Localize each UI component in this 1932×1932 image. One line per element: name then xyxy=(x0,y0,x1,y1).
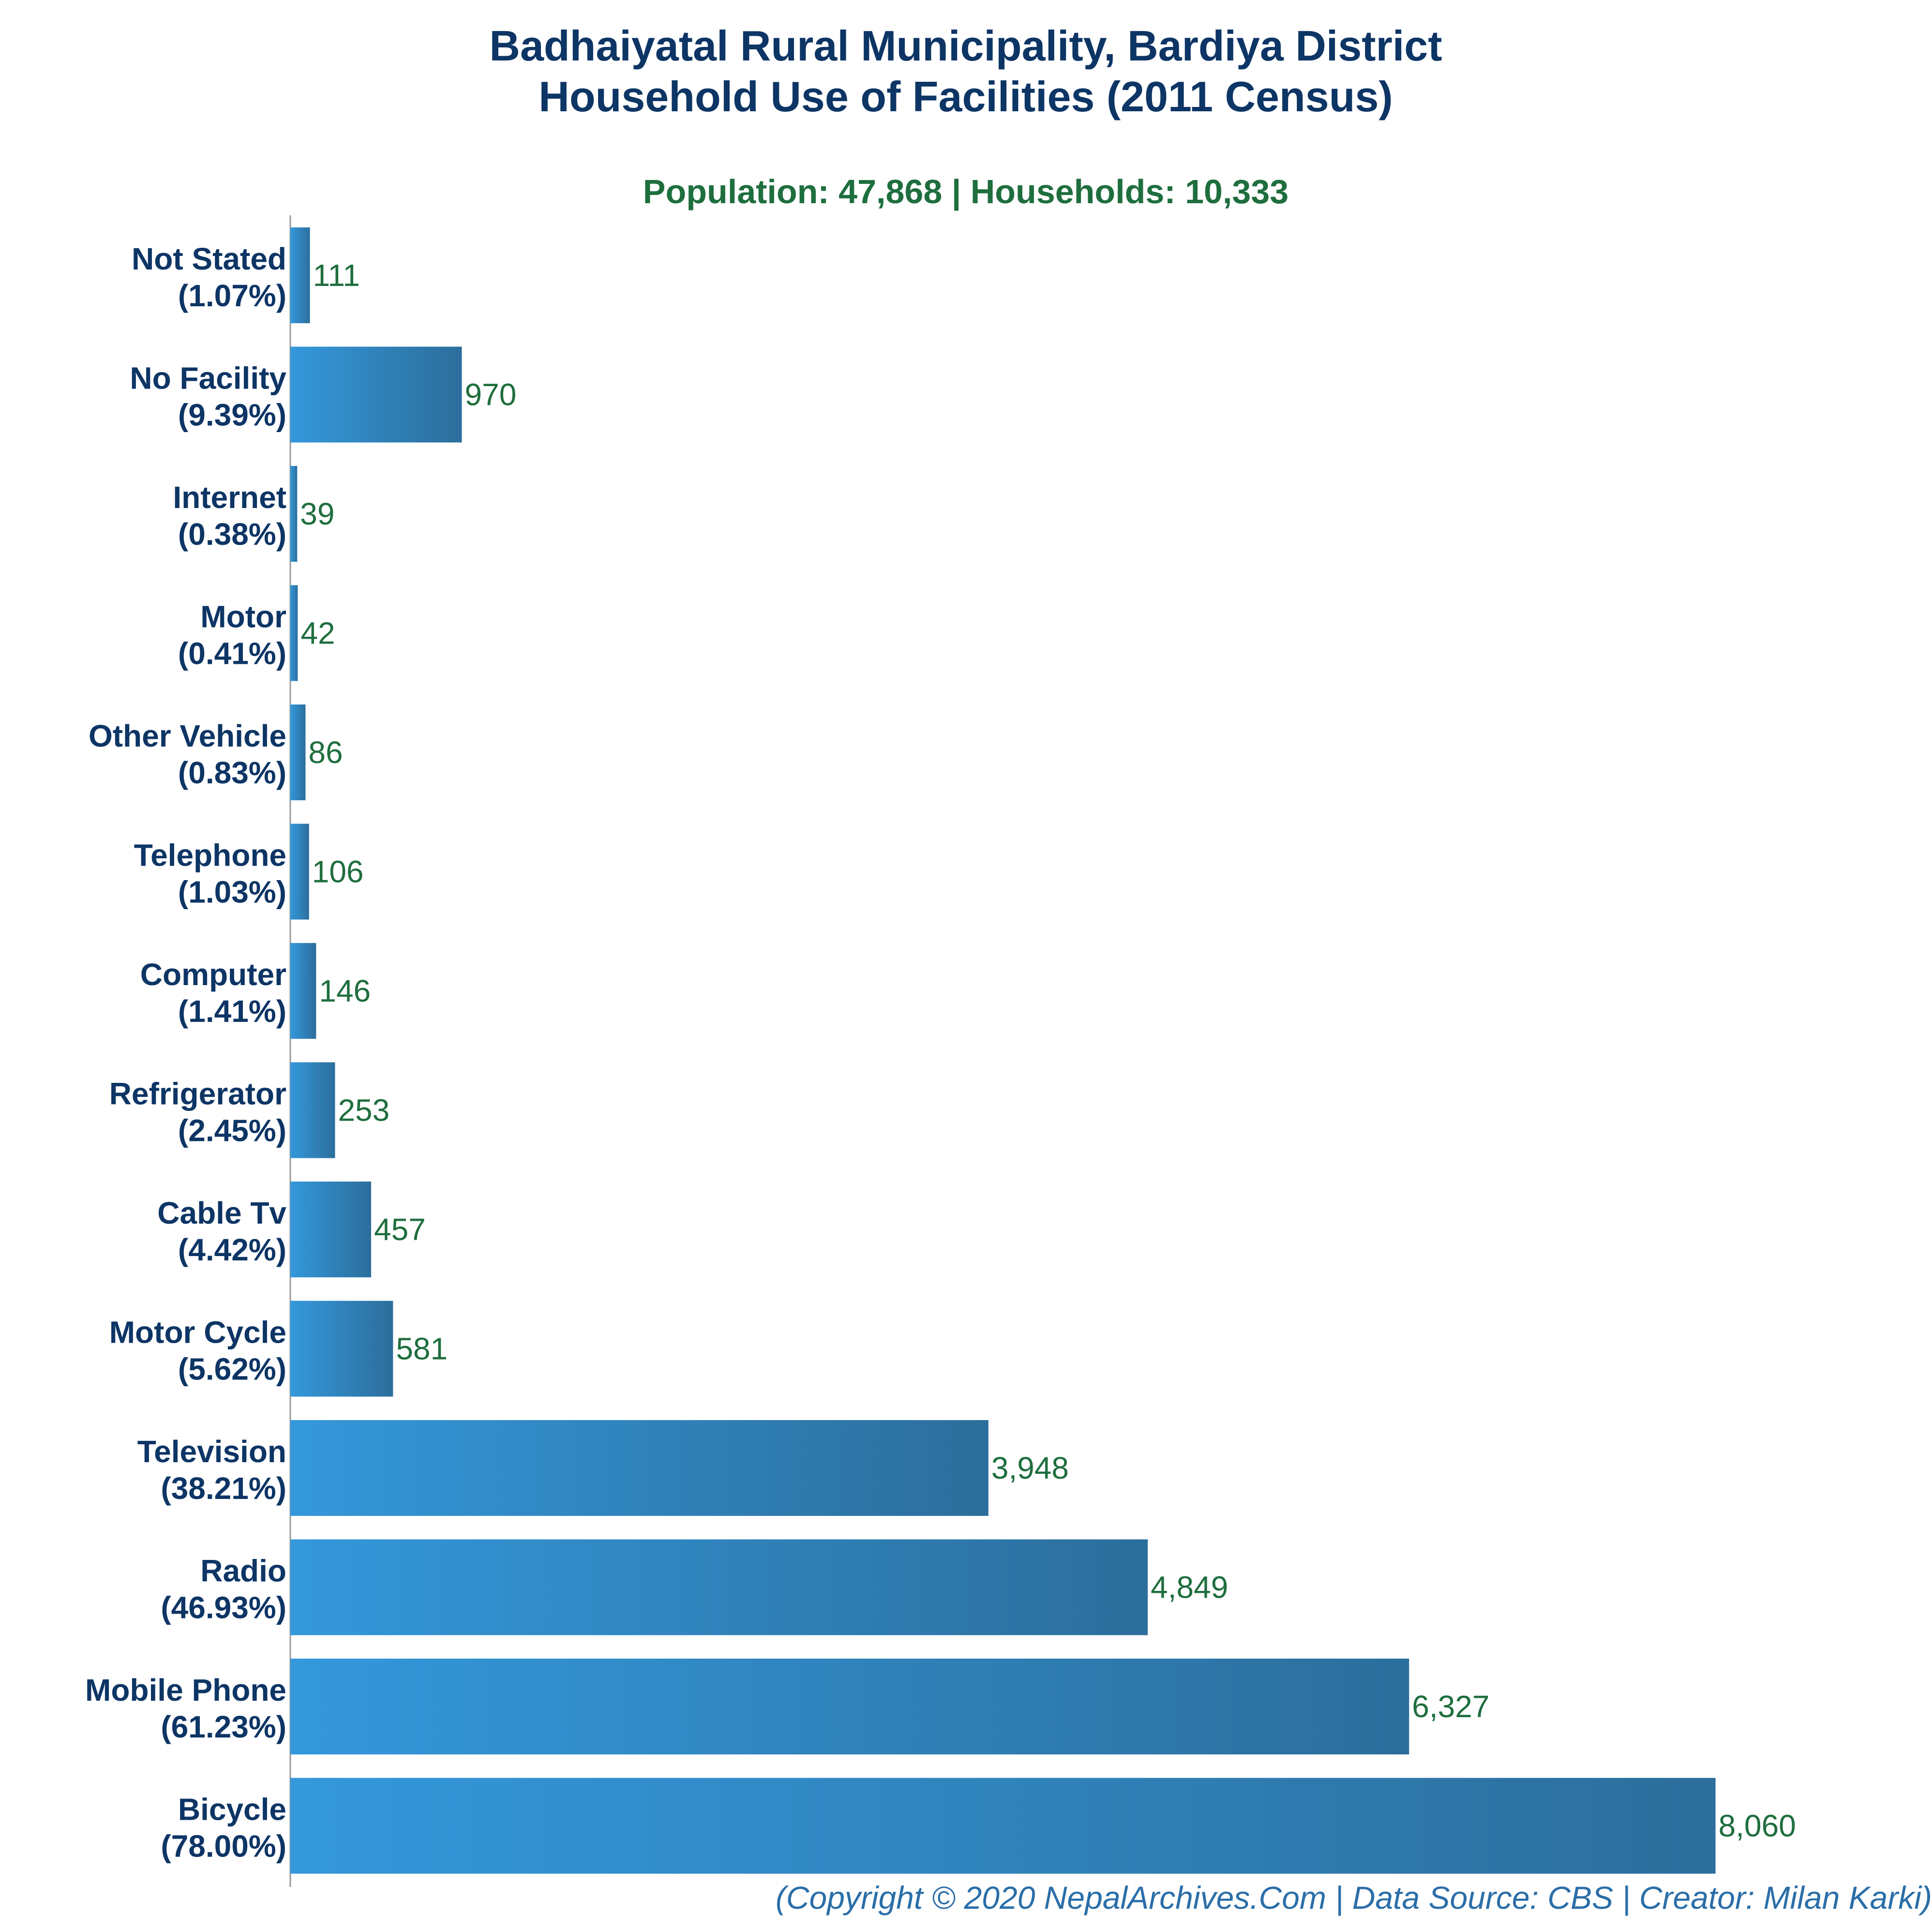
value-label: 39 xyxy=(300,496,334,531)
bar-refrigerator xyxy=(290,1062,335,1158)
value-label: 4,849 xyxy=(1151,1570,1228,1605)
value-label: 457 xyxy=(374,1212,426,1247)
category-percent-label: (78.00%) xyxy=(161,1829,286,1864)
category-label: Refrigerator xyxy=(109,1077,286,1111)
category-label: Mobile Phone xyxy=(85,1673,286,1707)
footer-credit: (Copyright © 2020 NepalArchives.Com | Da… xyxy=(776,1880,1932,1917)
category-percent-label: (2.45%) xyxy=(178,1113,286,1148)
category-label: Motor xyxy=(200,599,286,634)
category-percent-label: (4.42%) xyxy=(178,1232,286,1267)
bar-internet xyxy=(290,466,298,562)
category-label: Not Stated xyxy=(132,241,286,276)
category-label: Motor Cycle xyxy=(109,1315,286,1350)
bar-mobile-phone xyxy=(290,1659,1409,1754)
category-label: Internet xyxy=(173,480,286,515)
bar-computer xyxy=(290,943,316,1039)
bar-telephone xyxy=(290,824,309,920)
category-percent-label: (0.41%) xyxy=(178,636,286,671)
bar-television xyxy=(290,1420,988,1516)
category-percent-label: (46.93%) xyxy=(161,1590,286,1625)
value-label: 146 xyxy=(319,973,371,1008)
category-label: Telephone xyxy=(134,838,286,873)
category-label: No Facility xyxy=(130,361,286,396)
category-percent-label: (38.21%) xyxy=(161,1471,286,1506)
value-label: 253 xyxy=(338,1093,389,1128)
chart-subtitle: Population: 47,868 | Households: 10,333 xyxy=(643,173,1288,211)
chart-title-line-2: Household Use of Facilities (2011 Census… xyxy=(539,73,1393,120)
category-percent-label: (1.07%) xyxy=(178,278,286,313)
value-label: 111 xyxy=(313,258,360,293)
value-label: 6,327 xyxy=(1412,1689,1489,1724)
category-label: Computer xyxy=(140,957,286,992)
bar-cable-tv xyxy=(290,1182,372,1277)
category-percent-label: (1.41%) xyxy=(178,994,286,1029)
bar-radio xyxy=(290,1539,1148,1635)
category-percent-label: (1.03%) xyxy=(178,875,286,910)
value-label: 106 xyxy=(312,854,364,889)
value-label: 8,060 xyxy=(1719,1809,1796,1843)
value-label: 42 xyxy=(300,616,335,651)
bar-motor xyxy=(290,585,298,681)
value-label: 3,948 xyxy=(991,1451,1069,1485)
bar-not-stated xyxy=(290,227,310,323)
bars-group: 111 Not Stated(1.07%) 970 No Facility(9.39%… xyxy=(85,227,1796,1874)
value-label: 581 xyxy=(396,1332,448,1366)
category-percent-label: (0.83%) xyxy=(178,755,286,790)
bar-motor-cycle xyxy=(290,1301,393,1397)
bar-bicycle xyxy=(290,1778,1716,1874)
category-label: Other Vehicle xyxy=(89,719,286,753)
category-percent-label: (61.23%) xyxy=(161,1709,286,1744)
category-label: Radio xyxy=(200,1554,286,1588)
category-label: Bicycle xyxy=(178,1792,286,1827)
value-label: 86 xyxy=(308,735,343,770)
chart-title-line-1: Badhaiyatal Rural Municipality, Bardiya … xyxy=(489,22,1442,70)
bar-no-facility xyxy=(290,346,462,443)
category-label: Television xyxy=(137,1434,286,1469)
bar-other-vehicle xyxy=(290,704,306,800)
category-percent-label: (5.62%) xyxy=(178,1352,286,1387)
category-percent-label: (9.39%) xyxy=(178,398,286,433)
category-percent-label: (0.38%) xyxy=(178,517,286,552)
value-label: 970 xyxy=(465,377,517,412)
category-label: Cable Tv xyxy=(157,1196,286,1230)
